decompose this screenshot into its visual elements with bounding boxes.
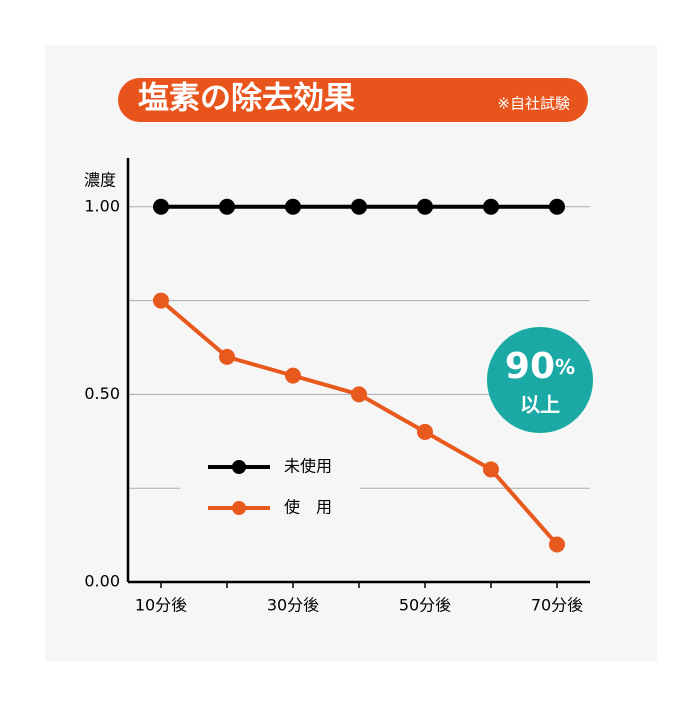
badge: [487, 327, 593, 433]
x-tick-label: 70分後: [531, 596, 583, 615]
chart-title: 塩素の除去効果: [138, 81, 355, 117]
data-point: [549, 198, 565, 215]
badge-unit: %: [555, 355, 575, 379]
y-tick-label: 1.00: [84, 196, 120, 215]
data-point: [351, 198, 367, 215]
data-point: [285, 198, 301, 215]
data-point: [285, 367, 301, 384]
data-point: [417, 423, 433, 440]
x-tick-label: 50分後: [399, 596, 451, 615]
data-point: [219, 348, 235, 365]
x-tick-label: 30分後: [267, 596, 319, 615]
data-point: [483, 198, 499, 215]
data-point: [417, 198, 433, 215]
data-point: [351, 386, 367, 403]
badge-text: 以上: [520, 393, 560, 417]
data-point: [153, 292, 169, 309]
data-point: [219, 198, 235, 215]
chart-subtitle: ※自社試験: [497, 95, 570, 113]
legend-label: 未使用: [284, 457, 332, 476]
legend-marker: [232, 460, 246, 474]
x-tick-label: 10分後: [135, 596, 187, 615]
legend-marker: [232, 501, 246, 515]
data-point: [483, 461, 499, 478]
y-axis-label: 濃度: [84, 171, 116, 190]
y-tick-label: 0.00: [84, 572, 120, 591]
data-point: [153, 198, 169, 215]
y-tick-label: 0.50: [84, 384, 120, 403]
title-pill: [118, 78, 588, 122]
badge-number: 90: [505, 346, 555, 387]
data-point: [549, 536, 565, 553]
legend-label: 使 用: [284, 498, 332, 517]
badge-value: 90%: [505, 346, 575, 387]
legend-backdrop: [180, 450, 360, 525]
